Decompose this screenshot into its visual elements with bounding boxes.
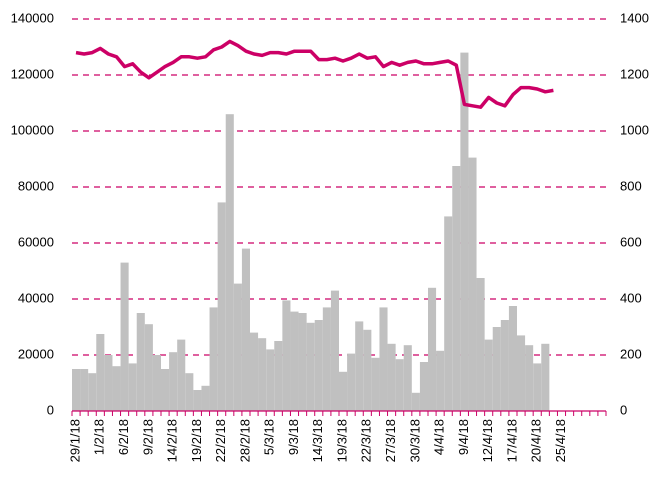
bar <box>290 311 299 411</box>
bar <box>484 339 493 411</box>
x-tick-label: 14/2/18 <box>165 419 180 462</box>
x-tick-label: 29/1/18 <box>67 419 82 462</box>
bar <box>460 52 469 411</box>
bar <box>436 350 445 411</box>
bar <box>225 114 234 411</box>
bar <box>169 352 178 411</box>
bar <box>266 349 275 411</box>
x-tick-label: 19/3/18 <box>334 419 349 462</box>
bar <box>322 307 331 411</box>
x-tick-label: 19/2/18 <box>189 419 204 462</box>
line <box>75 39 554 109</box>
x-tick-label: 20/4/18 <box>529 419 544 462</box>
bar <box>185 373 194 411</box>
bar <box>428 287 437 411</box>
bar <box>403 345 412 411</box>
bar <box>282 300 291 411</box>
bar <box>274 341 283 411</box>
y-tick-label: 20000 <box>18 346 54 361</box>
bar <box>379 307 388 411</box>
y2-tick-label: 400 <box>620 290 642 305</box>
bar <box>72 369 81 411</box>
y-tick-label: 100000 <box>11 122 54 137</box>
bar <box>395 359 404 411</box>
bar <box>298 313 307 411</box>
y-tick-label: 80000 <box>18 178 54 193</box>
bar <box>250 332 259 411</box>
bar <box>209 307 218 411</box>
bar <box>217 202 226 411</box>
bar <box>201 385 210 411</box>
bar <box>136 313 145 411</box>
bar <box>144 324 153 411</box>
bar <box>330 290 339 411</box>
bar <box>241 248 250 411</box>
bar <box>339 371 348 411</box>
x-tick-label: 27/3/18 <box>383 419 398 462</box>
x-tick-label: 28/2/18 <box>237 419 252 462</box>
y2-tick-label: 1200 <box>620 66 649 81</box>
bar <box>525 345 534 411</box>
x-tick-label: 22/2/18 <box>213 419 228 462</box>
bar <box>508 306 517 411</box>
bar <box>96 334 105 411</box>
bar <box>120 262 129 411</box>
y2-tick-label: 600 <box>620 234 642 249</box>
x-tick-label: 9/3/18 <box>286 419 301 455</box>
bar <box>468 157 477 411</box>
x-tick-label: 22/3/18 <box>359 419 374 462</box>
bar <box>233 283 242 411</box>
x-tick-label: 1/2/18 <box>92 419 107 455</box>
bar <box>177 339 186 411</box>
y-tick-label: 0 <box>47 402 54 417</box>
x-tick-label: 30/3/18 <box>407 419 422 462</box>
y-tick-label: 120000 <box>11 66 54 81</box>
y2-tick-label: 1000 <box>620 122 649 137</box>
bar <box>347 353 356 411</box>
y2-tick-label: 0 <box>620 402 627 417</box>
x-tick-label: 9/2/18 <box>140 419 155 455</box>
bar <box>363 329 372 411</box>
bar <box>88 373 97 411</box>
y-tick-label: 60000 <box>18 234 54 249</box>
bar <box>419 362 428 411</box>
bar <box>444 216 453 411</box>
x-tick-label: 5/3/18 <box>262 419 277 455</box>
bar <box>258 338 267 411</box>
y2-tick-label: 800 <box>620 178 642 193</box>
x-tick-label: 9/4/18 <box>456 419 471 455</box>
bar <box>541 343 550 411</box>
bar <box>128 363 137 411</box>
bar <box>387 343 396 411</box>
bar <box>306 322 315 411</box>
bar <box>355 321 364 411</box>
x-tick-label: 6/2/18 <box>116 419 131 455</box>
bar <box>104 355 113 411</box>
y-tick-label: 140000 <box>11 10 54 25</box>
bar <box>533 363 542 411</box>
bar <box>161 369 170 411</box>
bar <box>411 392 420 411</box>
bar <box>476 278 485 411</box>
bar <box>314 320 323 411</box>
bar <box>517 335 526 411</box>
x-tick-label: 4/4/18 <box>432 419 447 455</box>
x-tick-label: 14/3/18 <box>310 419 325 462</box>
bar <box>112 366 121 411</box>
bar <box>193 390 202 411</box>
bar <box>500 320 509 411</box>
x-tick-label: 12/4/18 <box>480 419 495 462</box>
bar <box>452 166 461 411</box>
bar <box>80 369 89 411</box>
y-tick-label: 40000 <box>18 290 54 305</box>
x-tick-label: 17/4/18 <box>504 419 519 462</box>
bar <box>492 327 501 411</box>
y2-tick-label: 200 <box>620 346 642 361</box>
y2-tick-label: 1400 <box>620 10 649 25</box>
bar <box>152 355 161 411</box>
bar <box>371 357 380 411</box>
x-tick-label: 25/4/18 <box>553 419 568 462</box>
